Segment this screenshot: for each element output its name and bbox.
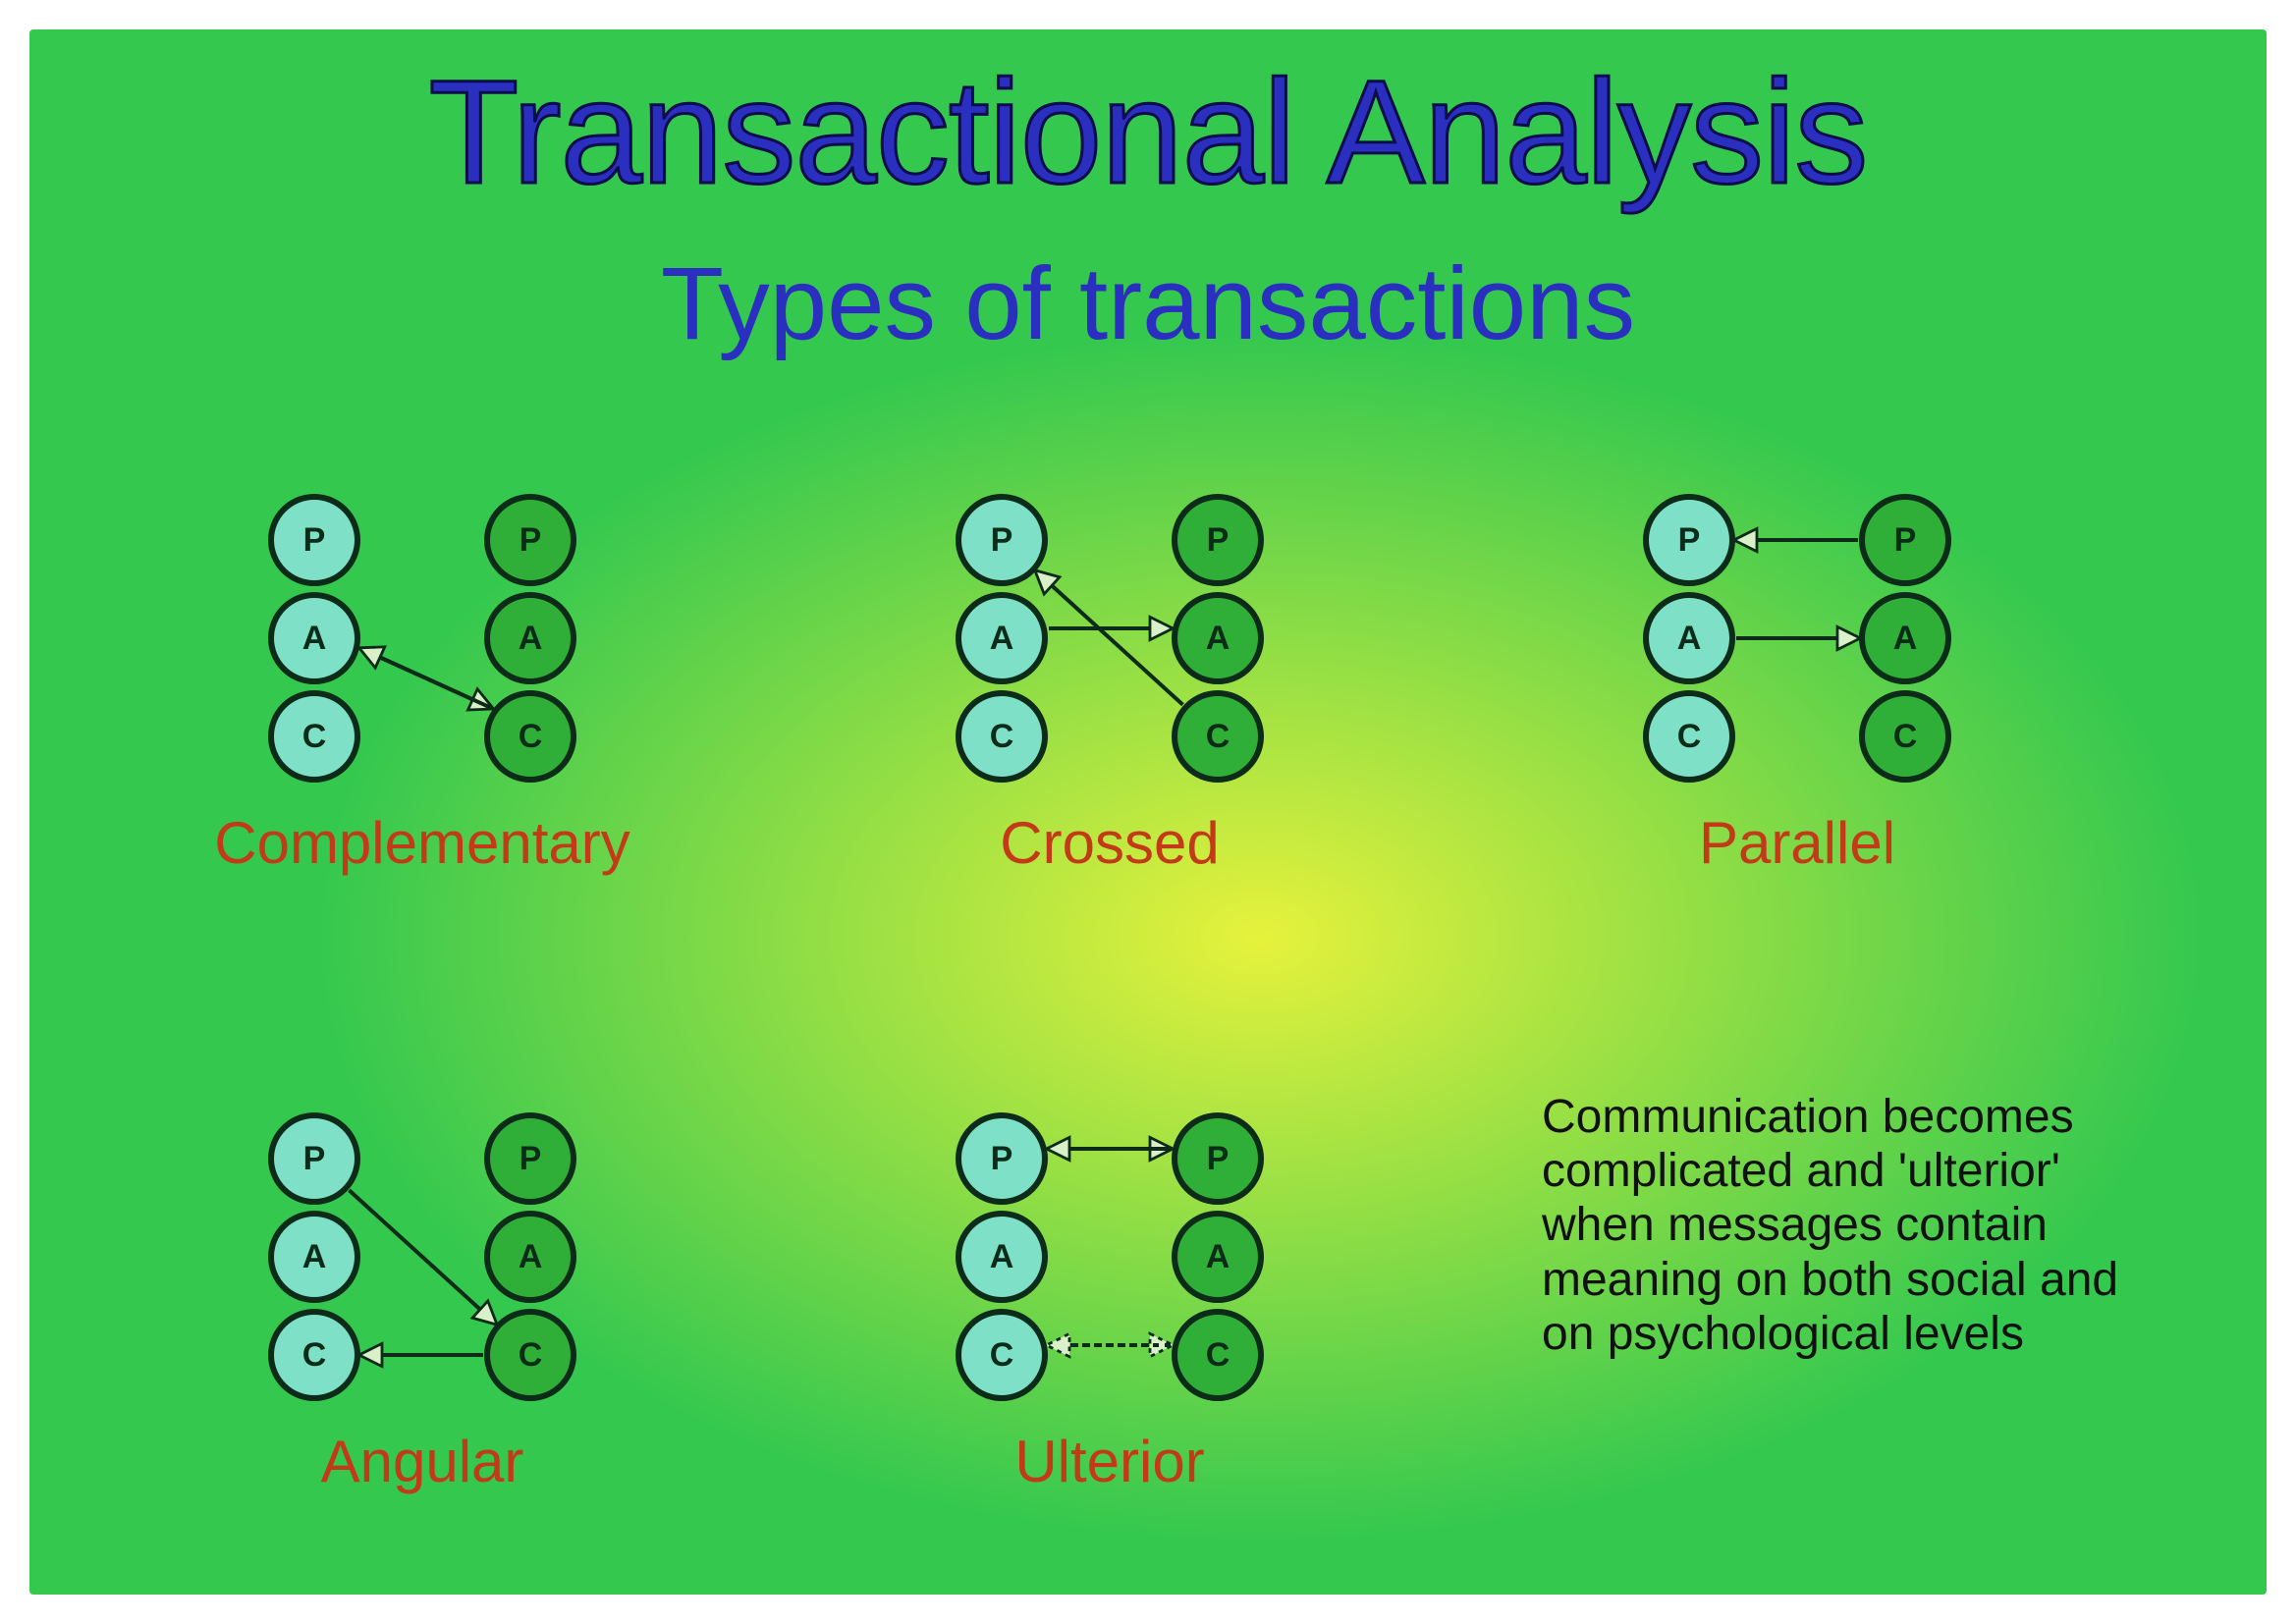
pac-circle-right-P: P (1862, 497, 1948, 583)
diagram-cell-parallel: P A C P A C Parallel (1522, 481, 2072, 877)
diagram-label-parallel: Parallel (1522, 809, 2072, 877)
parallel-diagram-svg: P A C P A C (1620, 481, 1974, 795)
explanatory-note: Communication becomes complicated and 'u… (1542, 1090, 2170, 1361)
pac-circle-right-C: C (1175, 693, 1261, 780)
svg-text:A: A (990, 620, 1014, 657)
complementary-arrow-1 (361, 649, 492, 708)
pac-circle-right-P: P (1175, 1115, 1261, 1202)
subtitle: Types of transactions (29, 245, 2267, 363)
diagram-cell-ulterior: P A C P A C Ulterior (835, 1100, 1385, 1495)
svg-text:P: P (1678, 521, 1701, 559)
svg-text:P: P (519, 521, 542, 559)
pac-circle-left-A: A (1646, 595, 1732, 681)
svg-text:C: C (302, 1336, 327, 1374)
svg-text:A: A (302, 1238, 327, 1275)
svg-text:P: P (1207, 1140, 1230, 1177)
svg-text:C: C (519, 718, 543, 755)
pac-circle-left-P: P (271, 497, 357, 583)
svg-text:P: P (1207, 521, 1230, 559)
crossed-diagram-svg: P A C P A C (933, 481, 1286, 795)
svg-text:C: C (1206, 1336, 1230, 1374)
crossed-arrow-1 (1037, 571, 1183, 704)
svg-text:A: A (1206, 1238, 1230, 1275)
main-title: Transactional Analysis (29, 47, 2267, 217)
diagram-label-crossed: Crossed (835, 809, 1385, 877)
svg-text:P: P (303, 521, 326, 559)
diagram-cell-angular: P A C P A C Angular (147, 1100, 697, 1495)
pac-circle-right-A: A (1862, 595, 1948, 681)
diagram-cell-complementary: P A C P A C Complementary (147, 481, 697, 877)
pac-circle-right-C: C (487, 693, 574, 780)
svg-text:P: P (519, 1140, 542, 1177)
pac-circle-right-P: P (1175, 497, 1261, 583)
svg-text:C: C (1893, 718, 1918, 755)
pac-circle-left-P: P (1646, 497, 1732, 583)
svg-text:P: P (991, 1140, 1013, 1177)
pac-circle-right-P: P (487, 497, 574, 583)
pac-circle-left-P: P (271, 1115, 357, 1202)
pac-circle-left-A: A (271, 595, 357, 681)
complementary-diagram-svg: P A C P A C (246, 481, 599, 795)
diagram-label-ulterior: Ulterior (835, 1428, 1385, 1495)
svg-text:A: A (519, 620, 543, 657)
svg-text:P: P (991, 521, 1013, 559)
pac-circle-right-C: C (1862, 693, 1948, 780)
diagram-label-complementary: Complementary (147, 809, 697, 877)
svg-text:P: P (1894, 521, 1917, 559)
svg-text:C: C (990, 718, 1014, 755)
pac-circle-right-C: C (1175, 1312, 1261, 1398)
svg-text:P: P (303, 1140, 326, 1177)
svg-text:C: C (990, 1336, 1014, 1374)
svg-text:A: A (990, 1238, 1014, 1275)
diagram-canvas: Transactional Analysis Types of transact… (29, 29, 2267, 1595)
pac-circle-left-C: C (271, 1312, 357, 1398)
svg-text:A: A (1893, 620, 1918, 657)
pac-circle-right-A: A (487, 1214, 574, 1300)
angular-diagram-svg: P A C P A C (246, 1100, 599, 1414)
pac-circle-right-A: A (1175, 1214, 1261, 1300)
pac-circle-left-C: C (958, 693, 1045, 780)
page: Transactional Analysis Types of transact… (0, 0, 2296, 1624)
pac-circle-right-P: P (487, 1115, 574, 1202)
pac-circle-left-P: P (958, 1115, 1045, 1202)
svg-text:C: C (519, 1336, 543, 1374)
svg-text:A: A (302, 620, 327, 657)
pac-circle-left-A: A (958, 1214, 1045, 1300)
pac-circle-left-C: C (271, 693, 357, 780)
ulterior-diagram-svg: P A C P A C (933, 1100, 1286, 1414)
pac-circle-right-A: A (1175, 595, 1261, 681)
angular-arrow-0 (350, 1190, 496, 1323)
pac-circle-left-A: A (271, 1214, 357, 1300)
diagram-cell-crossed: P A C P A C Crossed (835, 481, 1385, 877)
pac-circle-left-A: A (958, 595, 1045, 681)
diagram-label-angular: Angular (147, 1428, 697, 1495)
pac-circle-left-C: C (958, 1312, 1045, 1398)
pac-circle-right-C: C (487, 1312, 574, 1398)
pac-circle-left-P: P (958, 497, 1045, 583)
svg-text:A: A (1677, 620, 1702, 657)
pac-circle-right-A: A (487, 595, 574, 681)
svg-text:C: C (1206, 718, 1230, 755)
svg-text:A: A (1206, 620, 1230, 657)
svg-text:C: C (302, 718, 327, 755)
svg-text:C: C (1677, 718, 1702, 755)
svg-text:A: A (519, 1238, 543, 1275)
pac-circle-left-C: C (1646, 693, 1732, 780)
